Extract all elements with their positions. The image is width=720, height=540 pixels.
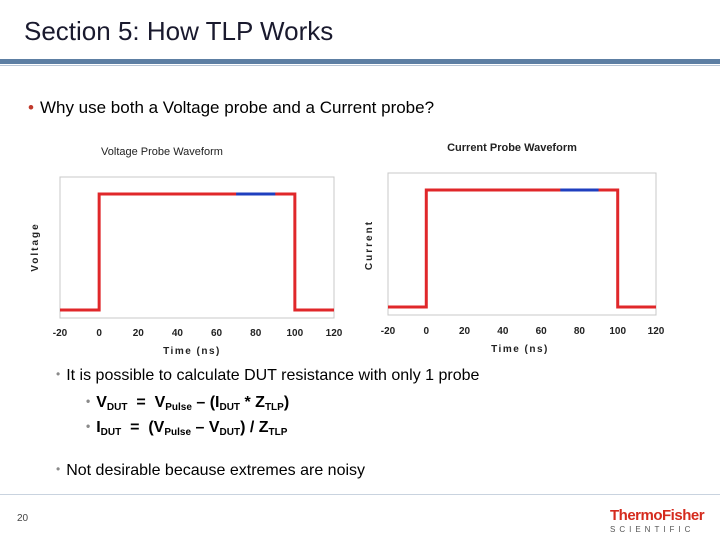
x-tick-label: 20	[133, 328, 145, 339]
bullet-one-probe-text: It is possible to calculate DUT resistan…	[66, 367, 480, 384]
bullet-dot: •	[56, 367, 61, 381]
bullet-question: • Why use both a Voltage probe and a Curr…	[28, 98, 434, 118]
equation-idut: • IDUT = (VPulse – VDUT) / ZTLP	[86, 419, 288, 438]
x-tick-label: 120	[648, 326, 665, 337]
x-tick-label: -20	[53, 328, 68, 339]
voltage-probe-chart: Voltage Probe Waveform -20 0 20 40 60 80 100 120…	[30, 146, 343, 357]
x-tick-label: 80	[574, 326, 586, 337]
x-axis-label: Time (ns)	[491, 344, 549, 355]
current-probe-chart: Current Probe Waveform -20 0 20 40 60 80 100 120…	[364, 142, 665, 355]
x-tick-label: 0	[96, 328, 102, 339]
y-axis-label: Voltage	[30, 222, 41, 271]
x-tick-label: -20	[381, 326, 396, 337]
plot-area	[387, 172, 657, 316]
equation-vdut: • VDUT = VPulse – (IDUT * ZTLP)	[86, 394, 290, 413]
slide-title: Section 5: How TLP Works	[24, 16, 334, 46]
bullet-question-text: Why use both a Voltage probe and a Curre…	[39, 98, 435, 117]
x-tick-label: 100	[609, 326, 626, 337]
x-tick-label: 40	[497, 326, 509, 337]
x-tick-label: 0	[424, 326, 430, 337]
bullet-dot: •	[86, 394, 91, 408]
x-tick-label: 100	[287, 328, 304, 339]
bullet-dot: •	[86, 419, 91, 433]
x-axis-label: Time (ns)	[163, 346, 221, 357]
bullet-dot: •	[28, 98, 34, 117]
footer-rule	[0, 494, 720, 495]
title-rule	[0, 59, 720, 64]
chart-title: Current Probe Waveform	[447, 142, 577, 154]
series-line-red	[388, 188, 656, 309]
page-number: 20	[17, 513, 29, 524]
plot-area	[59, 176, 335, 319]
x-tick-label: 60	[211, 328, 223, 339]
chart-title: Voltage Probe Waveform	[101, 146, 223, 158]
x-tick-label: 80	[250, 328, 262, 339]
x-tick-label: 120	[326, 328, 343, 339]
x-tick-label: 20	[459, 326, 471, 337]
thermo-fisher-logo: ThermoFisher SCIENTIFIC	[610, 507, 705, 535]
bullet-dot: •	[56, 462, 61, 476]
x-tick-label: 40	[172, 328, 184, 339]
bullet-noisy: • Not desirable because extremes are nois…	[56, 462, 365, 480]
bullet-one-probe: • It is possible to calculate DUT resista…	[56, 367, 479, 385]
title-rule-thin	[0, 65, 720, 66]
x-tick-label: 60	[536, 326, 548, 337]
y-axis-label: Current	[364, 220, 375, 270]
bullet-noisy-text: Not desirable because extremes are noisy	[66, 462, 366, 479]
